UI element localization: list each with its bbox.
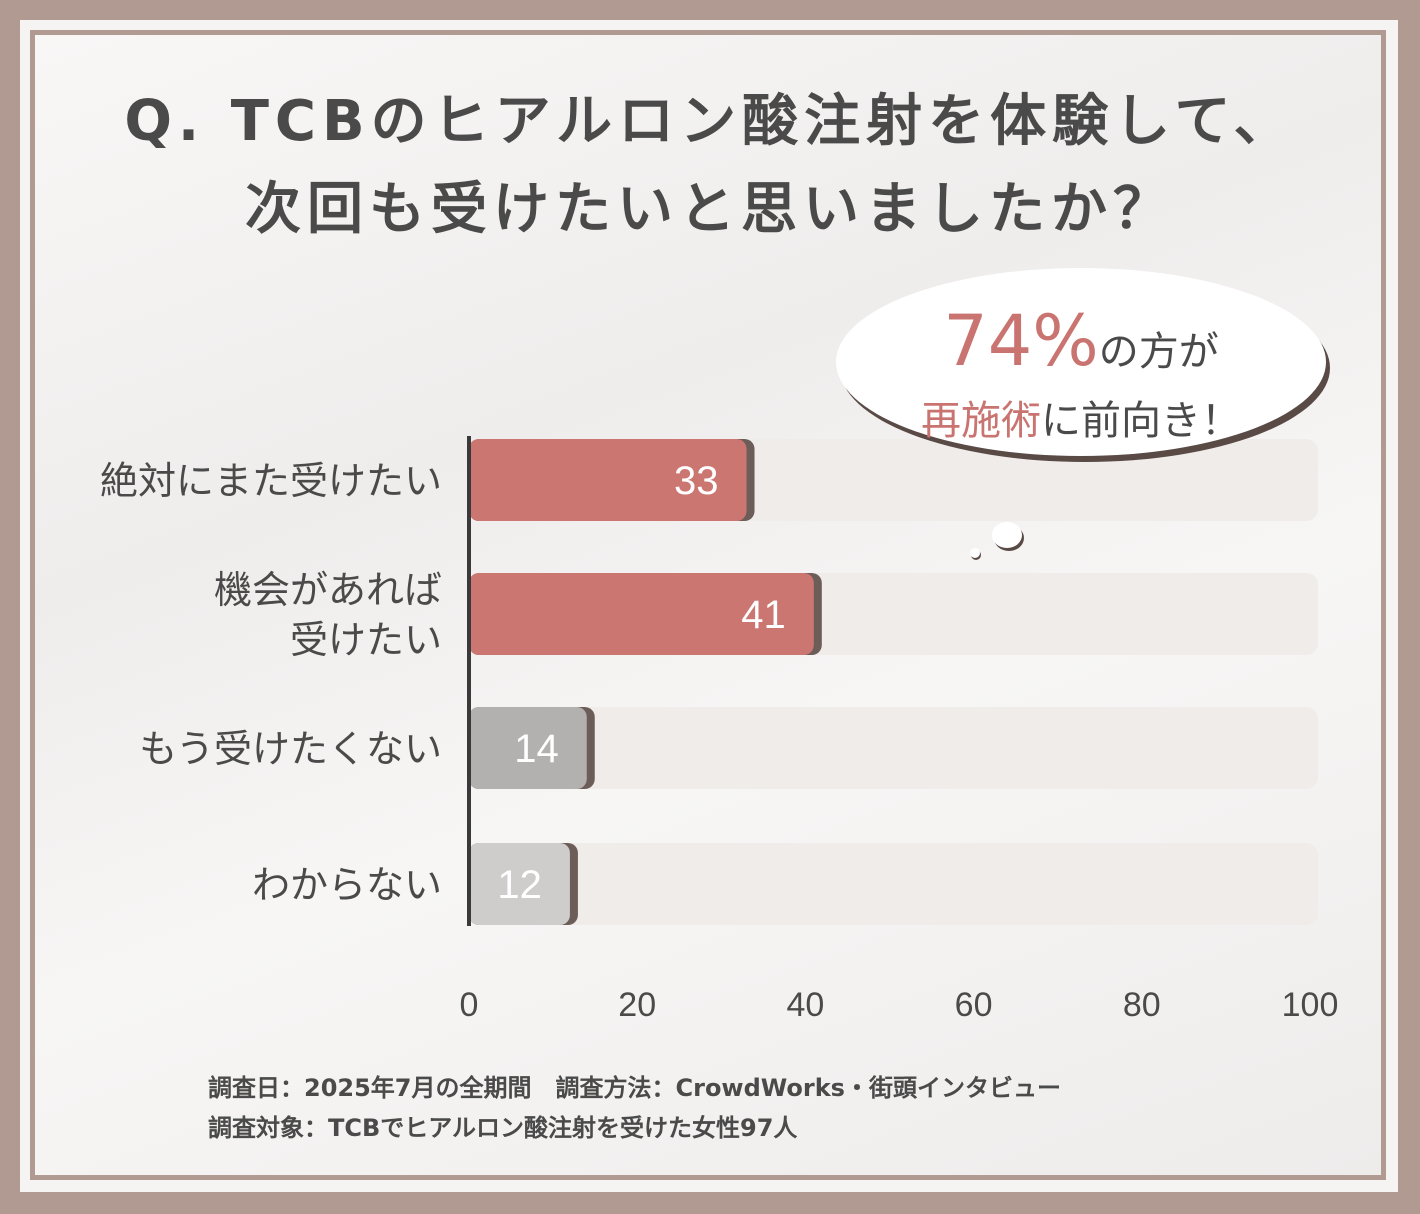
category-label: 受けたい xyxy=(290,618,442,662)
speech-bubble-tail-small xyxy=(970,548,980,558)
footer-line-1: 調査日：2025年7月の全期間 調査方法：CrowdWorks・街頭インタビュー xyxy=(208,1074,1061,1102)
x-tick-label: 80 xyxy=(1123,986,1161,1024)
x-tick-label: 60 xyxy=(955,986,993,1024)
bubble-text-2: に前向き！ xyxy=(1041,398,1241,444)
chart-title: Q. TCBのヒアルロン酸注射を体験して、 次回も受けたいと思いましたか？ xyxy=(0,78,1420,254)
category-label: わからない xyxy=(252,863,442,907)
speech-bubble-tail-large xyxy=(992,522,1022,548)
bubble-text-line-2: 再施術に前向き！ xyxy=(836,388,1326,446)
bubble-text-line-1: 74%の方が xyxy=(836,300,1326,382)
bar xyxy=(469,439,747,521)
bar xyxy=(469,707,587,789)
bar-value-label: 12 xyxy=(497,863,542,907)
bubble-text-1: の方が xyxy=(1098,329,1219,375)
survey-footer: 調査日：2025年7月の全期間 調査方法：CrowdWorks・街頭インタビュー… xyxy=(208,1068,1061,1148)
bar xyxy=(469,843,570,925)
bubble-accent: 再施術 xyxy=(921,398,1041,444)
category-label: 機会があれば xyxy=(214,568,442,612)
category-label: もう受けたくない xyxy=(139,727,442,771)
bar xyxy=(469,573,814,655)
bar-value-label: 14 xyxy=(514,727,559,771)
bubble-percent: 74% xyxy=(943,300,1099,382)
bar-track xyxy=(469,843,1318,925)
title-line-2: 次回も受けたいと思いましたか？ xyxy=(245,177,1175,242)
speech-bubble xyxy=(836,268,1326,456)
bar-track xyxy=(469,707,1318,789)
title-line-1: Q. TCBのヒアルロン酸注射を体験して、 xyxy=(124,89,1296,154)
x-tick-label: 100 xyxy=(1282,986,1339,1024)
footer-line-2: 調査対象：TCBでヒアルロン酸注射を受けた女性97人 xyxy=(208,1114,798,1142)
x-tick-label: 40 xyxy=(786,986,824,1024)
x-tick-label: 0 xyxy=(460,986,479,1024)
bar-value-label: 33 xyxy=(674,459,719,503)
category-label: 絶対にまた受けたい xyxy=(100,459,442,503)
bar-value-label: 41 xyxy=(741,593,786,637)
x-tick-label: 20 xyxy=(618,986,656,1024)
